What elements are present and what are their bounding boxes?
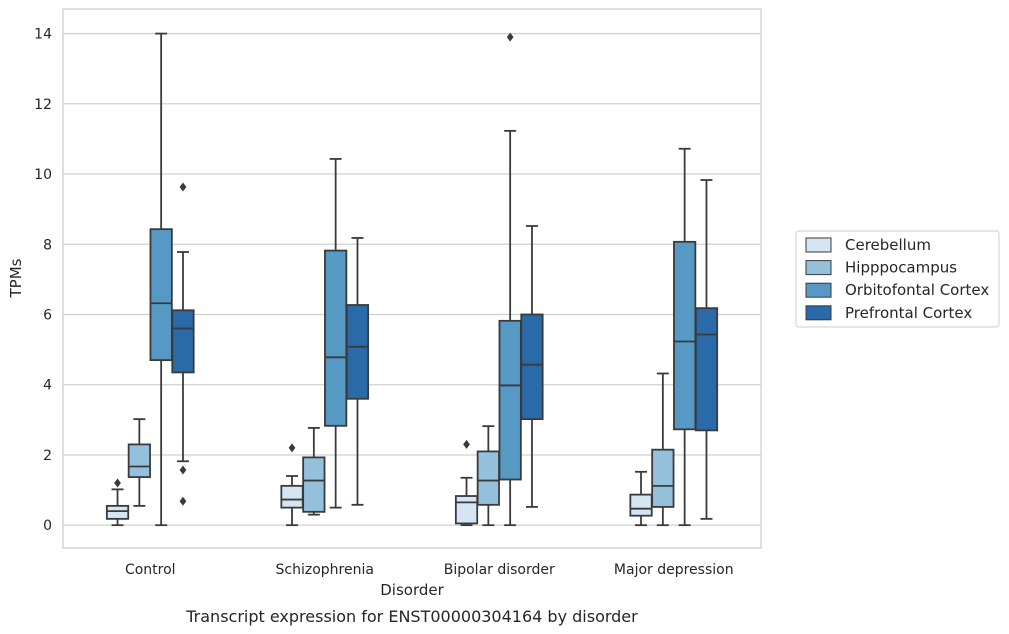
legend-swatch xyxy=(805,282,832,298)
box-body xyxy=(454,495,479,525)
legend-swatch xyxy=(805,260,832,276)
box-body xyxy=(651,448,675,508)
legend-label: Hipppocampus xyxy=(845,259,957,277)
box-hipppocampus xyxy=(651,372,675,527)
outlier-point xyxy=(179,465,187,475)
x-tick-labels: Control Schizophrenia Bipolar disorder Majo… xyxy=(125,562,734,578)
chart-caption: Transcript expression for ENST0000030416… xyxy=(185,607,638,626)
x-tick-label: Schizophrenia xyxy=(276,562,374,578)
box-body xyxy=(324,249,348,427)
box-body xyxy=(302,456,326,513)
box-body xyxy=(345,304,370,400)
box-cerebellum xyxy=(454,439,479,527)
box-orbitofontal-cortex xyxy=(324,158,348,509)
box-orbitofontal-cortex xyxy=(149,32,173,527)
outlier-point xyxy=(288,443,296,453)
box-prefrontal-cortex xyxy=(520,225,544,508)
outlier-point xyxy=(114,478,121,488)
box-body xyxy=(694,307,719,432)
box-hipppocampus xyxy=(302,427,326,516)
y-tick-label: 6 xyxy=(43,307,52,323)
outlier-point xyxy=(179,496,187,506)
box-prefrontal-cortex xyxy=(171,182,195,506)
legend-swatch xyxy=(805,237,832,253)
y-tick-label: 8 xyxy=(43,237,52,253)
box-orbitofontal-cortex xyxy=(498,32,522,527)
legend: Cerebellum Hipppocampus Orbitofontal Corte… xyxy=(795,230,1000,328)
x-axis-label: Disorder xyxy=(380,581,444,599)
legend-swatch xyxy=(805,305,832,321)
y-tick-label: 14 xyxy=(34,27,52,43)
outlier-point xyxy=(463,439,470,449)
box-body xyxy=(280,484,304,509)
box-cerebellum xyxy=(629,470,653,527)
legend-frame xyxy=(795,230,1000,328)
box-prefrontal-cortex xyxy=(694,179,719,520)
legend-items: Cerebellum Hipppocampus Orbitofontal Corte… xyxy=(805,236,989,322)
y-tick-label: 4 xyxy=(43,378,52,394)
box-orbitofontal-cortex xyxy=(673,147,697,527)
box-body xyxy=(498,319,522,481)
legend-label: Prefrontal Cortex xyxy=(845,304,972,322)
legend-label: Cerebellum xyxy=(845,236,931,254)
box-body xyxy=(149,228,173,362)
box-cerebellum xyxy=(280,443,304,527)
boxes xyxy=(105,32,719,527)
box-body xyxy=(629,493,653,517)
box-body xyxy=(127,443,151,478)
outlier-point xyxy=(179,182,187,192)
y-tick-label: 2 xyxy=(43,448,52,464)
y-axis-label: TPMs xyxy=(7,258,25,298)
y-tick-label: 0 xyxy=(43,518,52,534)
legend-label: Orbitofontal Cortex xyxy=(845,281,989,299)
y-tick-label: 12 xyxy=(34,97,52,113)
y-tick-label: 10 xyxy=(34,167,52,183)
box-body xyxy=(673,240,697,431)
x-tick-label: Control xyxy=(125,562,176,578)
plot-area-frame xyxy=(62,8,762,549)
box-cerebellum xyxy=(105,478,130,527)
box-body xyxy=(105,504,130,520)
x-tick-label: Major depression xyxy=(614,562,734,578)
box-hipppocampus xyxy=(127,418,151,507)
box-hipppocampus xyxy=(476,425,500,527)
box-body xyxy=(520,313,544,421)
outlier-point xyxy=(506,32,514,42)
box-body xyxy=(171,309,195,374)
y-tick-labels: 0 2 4 6 8 10 12 14 xyxy=(34,27,52,535)
box-prefrontal-cortex xyxy=(345,237,370,506)
box-body xyxy=(476,450,500,506)
x-tick-label: Bipolar disorder xyxy=(444,562,555,578)
